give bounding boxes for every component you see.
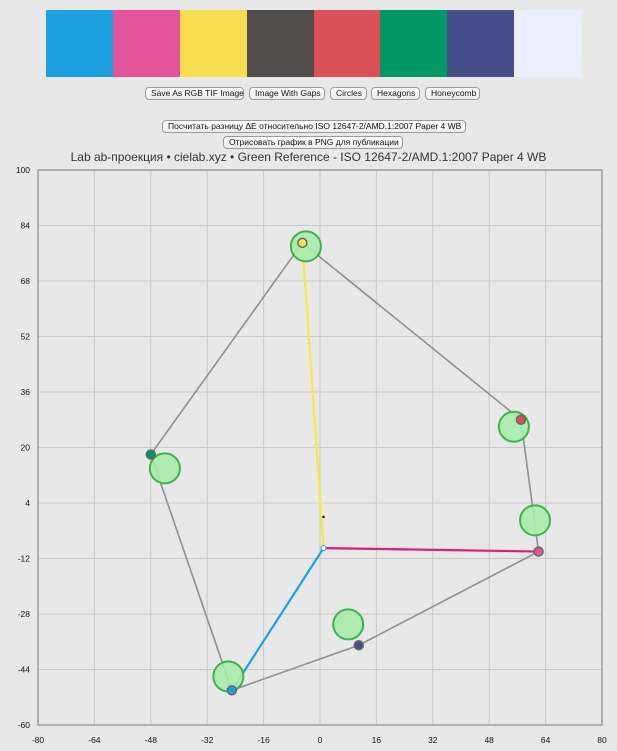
swatch-strip	[46, 10, 581, 77]
x-tick-label: -16	[257, 735, 270, 745]
save-rgb-tif-button[interactable]: Save As RGB TIF Image	[145, 87, 244, 100]
calculate-delta-e-button[interactable]: Посчитать разницу ΔE относительно ISO 12…	[162, 120, 466, 133]
reference-point	[148, 452, 181, 485]
y-tick-label: 68	[21, 276, 31, 286]
y-tick-label: -60	[18, 720, 31, 730]
honeycomb-button[interactable]: Honeycomb	[425, 87, 480, 100]
y-tick-label: 20	[21, 443, 31, 453]
chart-title: Lab ab-проекция • cielab.xyz • Green Ref…	[70, 150, 547, 164]
image-with-gaps-button[interactable]: Image With Gaps	[249, 87, 325, 100]
hexagons-button[interactable]: Hexagons	[371, 87, 420, 100]
measured-point	[533, 546, 544, 557]
delta-vector	[323, 546, 539, 553]
measured-point	[353, 639, 365, 651]
render-png-button[interactable]: Отрисовать график в PNG для публикации	[223, 136, 403, 149]
x-tick-label: -48	[145, 735, 158, 745]
x-tick-label: -32	[201, 735, 214, 745]
delta-vector	[230, 547, 325, 691]
delta-vector	[301, 242, 325, 549]
color-swatch-2	[112, 10, 180, 77]
measured-point	[226, 685, 238, 696]
color-swatch-7	[447, 10, 515, 77]
color-swatch-5	[313, 10, 381, 77]
measured-point	[515, 414, 527, 425]
color-swatch-6	[380, 10, 448, 77]
x-tick-label: 64	[541, 735, 551, 745]
x-tick-label: 16	[372, 735, 382, 745]
color-swatch-3	[179, 10, 247, 77]
x-tick-label: 0	[318, 735, 323, 745]
paper-white-point	[320, 545, 327, 552]
y-tick-label: 36	[21, 387, 31, 397]
x-tick-label: 80	[597, 735, 607, 745]
x-tick-label: -64	[88, 735, 101, 745]
y-tick-label: 84	[21, 221, 31, 231]
y-tick-label: 4	[25, 498, 30, 508]
plot-frame	[37, 169, 603, 726]
reference-point	[332, 608, 365, 641]
y-tick-label: -12	[18, 554, 31, 564]
color-swatch-8	[514, 10, 581, 77]
neutral-mark	[322, 515, 325, 519]
y-tick-label: -44	[18, 665, 31, 675]
circles-button[interactable]: Circles	[330, 87, 367, 100]
measured-point	[145, 449, 157, 460]
x-tick-label: -80	[32, 735, 45, 745]
color-swatch-4	[246, 10, 314, 77]
y-tick-label: 52	[21, 332, 31, 342]
x-tick-label: 32	[428, 735, 438, 745]
measured-point	[297, 237, 308, 249]
y-tick-label: -28	[18, 609, 31, 619]
color-swatch-1	[46, 10, 113, 77]
x-tick-label: 48	[484, 735, 494, 745]
reference-point	[519, 504, 552, 537]
y-tick-label: 100	[16, 165, 30, 175]
